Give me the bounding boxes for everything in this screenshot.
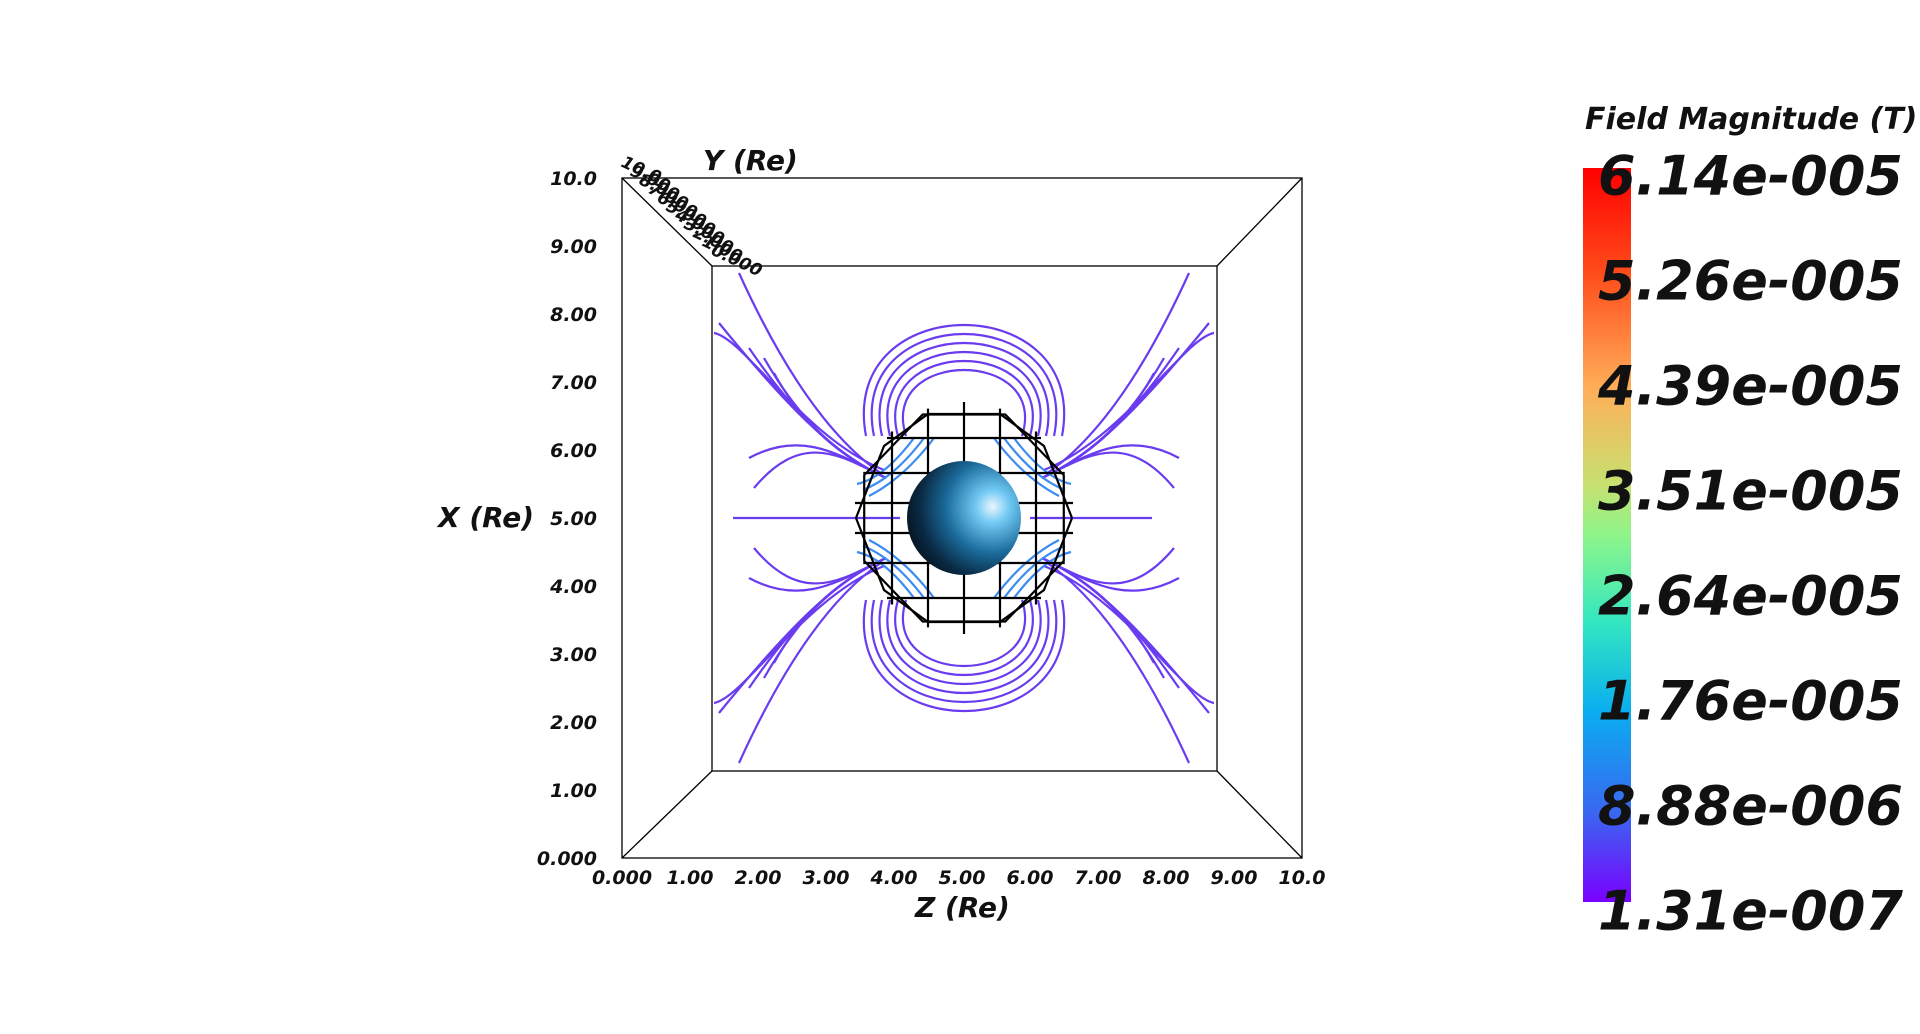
x-tick-label: 2.00 bbox=[550, 712, 597, 734]
x-tick-label: 9.00 bbox=[550, 236, 597, 258]
box-edge bbox=[621, 770, 713, 859]
field-line bbox=[862, 437, 925, 492]
z-tick-label: 1.00 bbox=[667, 867, 714, 889]
x-tick-label: 4.00 bbox=[549, 576, 597, 598]
x-tick-label: 0.000 bbox=[537, 848, 597, 870]
field-line bbox=[856, 437, 915, 486]
box-edge bbox=[1216, 770, 1303, 859]
z-tick-label: 6.00 bbox=[1007, 867, 1054, 889]
field-line bbox=[1003, 544, 1066, 599]
x-tick-label: 1.00 bbox=[550, 780, 597, 802]
color-legend: Field Magnitude (T) 6.14e-005 5.26e-005 4.… bbox=[1583, 102, 1917, 943]
field-line bbox=[713, 564, 885, 705]
x-tick-label: 5.00 bbox=[550, 508, 597, 530]
legend-label: 6.14e-005 bbox=[1598, 145, 1903, 208]
z-axis-ticks: 0.000 1.00 2.00 3.00 4.00 5.00 6.00 7.00 8.00 9.0… bbox=[592, 867, 1326, 889]
field-line bbox=[856, 550, 915, 599]
z-tick-label: 5.00 bbox=[939, 867, 986, 889]
box-inner-face bbox=[711, 265, 1218, 772]
field-line bbox=[1043, 331, 1215, 472]
x-tick-label: 6.00 bbox=[550, 440, 597, 462]
legend-labels: 6.14e-005 5.26e-005 4.39e-005 3.51e-005 2.64… bbox=[1597, 145, 1903, 943]
field-line bbox=[737, 561, 883, 764]
field-line bbox=[1013, 437, 1072, 486]
field-line bbox=[1041, 547, 1175, 585]
legend-label: 1.31e-007 bbox=[1598, 880, 1903, 943]
legend-label: 3.51e-005 bbox=[1598, 460, 1903, 523]
cage-facet bbox=[854, 517, 1074, 624]
bounding-box bbox=[621, 177, 1303, 859]
legend-label: 4.39e-005 bbox=[1597, 355, 1903, 418]
x-tick-label: 3.00 bbox=[550, 644, 597, 666]
field-line bbox=[713, 331, 885, 472]
x-axis-title: X (Re) bbox=[436, 501, 534, 534]
field-line bbox=[862, 599, 1066, 713]
field-line bbox=[1013, 550, 1072, 599]
legend-title: Field Magnitude (T) bbox=[1585, 102, 1917, 137]
field-line bbox=[753, 547, 887, 585]
x-tick-label: 10.0 bbox=[550, 168, 597, 190]
field-line bbox=[1041, 451, 1175, 489]
colorbar bbox=[1583, 168, 1631, 902]
box-edge bbox=[1216, 177, 1303, 267]
x-tick-label: 7.00 bbox=[550, 372, 597, 394]
field-line bbox=[1043, 564, 1215, 705]
field-line bbox=[862, 544, 925, 599]
field-line bbox=[902, 369, 1026, 437]
field-line bbox=[1045, 561, 1191, 764]
box-edge bbox=[621, 177, 713, 267]
field-line bbox=[894, 359, 1034, 437]
x-axis-ticks: 0.000 1.00 2.00 3.00 4.00 5.00 6.00 7.00 8.00 9.0… bbox=[537, 168, 597, 870]
legend-label: 8.88e-006 bbox=[1598, 775, 1903, 838]
z-tick-label: 10.0 bbox=[1279, 867, 1326, 889]
x-tick-label: 8.00 bbox=[550, 304, 597, 326]
field-line bbox=[870, 599, 1058, 703]
legend-label: 5.26e-005 bbox=[1598, 250, 1903, 313]
legend-label: 1.76e-005 bbox=[1598, 670, 1903, 733]
legend-label: 2.64e-005 bbox=[1598, 565, 1903, 628]
field-line bbox=[902, 599, 1026, 667]
field-line bbox=[753, 451, 887, 489]
z-tick-label: 8.00 bbox=[1143, 867, 1190, 889]
field-line bbox=[1045, 272, 1191, 475]
earth-sphere bbox=[907, 461, 1021, 575]
field-line bbox=[886, 351, 1042, 437]
field-line bbox=[878, 599, 1050, 695]
z-tick-label: 3.00 bbox=[803, 867, 850, 889]
y-axis-title: Y (Re) bbox=[703, 144, 798, 177]
field-line bbox=[1003, 437, 1066, 492]
z-tick-label: 9.00 bbox=[1211, 867, 1258, 889]
box-outer-face bbox=[621, 177, 1303, 859]
z-axis-title: Z (Re) bbox=[914, 891, 1010, 924]
field-lines bbox=[713, 272, 1215, 764]
field-line bbox=[886, 599, 1042, 685]
z-tick-label: 0.000 bbox=[592, 867, 652, 889]
field-line bbox=[870, 333, 1058, 437]
field-line bbox=[878, 341, 1050, 437]
z-tick-label: 2.00 bbox=[735, 867, 782, 889]
z-tick-label: 4.00 bbox=[870, 867, 918, 889]
field-line bbox=[862, 323, 1066, 437]
field-line bbox=[894, 599, 1034, 677]
field-line bbox=[737, 272, 883, 475]
z-tick-label: 7.00 bbox=[1075, 867, 1122, 889]
cage-facet bbox=[854, 412, 1074, 519]
